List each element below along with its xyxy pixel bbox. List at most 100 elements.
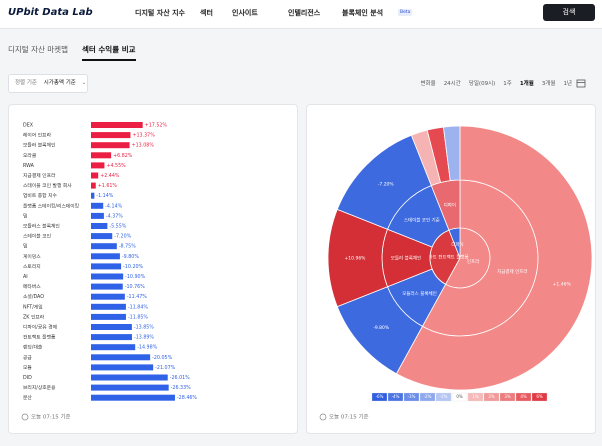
tab[interactable]: 디지털 자산 마켓맵 bbox=[8, 45, 68, 54]
segment-label: 스마트 컨트랙트 플랫폼 bbox=[424, 254, 468, 261]
category-label: 플랫폼 스테이킹/리스테이킹 bbox=[23, 202, 79, 209]
segment-label: 지급결제 인프라 bbox=[497, 268, 528, 275]
category-label: 밈 bbox=[23, 243, 27, 250]
value-label: -7.20% bbox=[114, 234, 131, 240]
category-label: DID bbox=[23, 375, 32, 381]
legend-swatch bbox=[467, 392, 484, 402]
nav-item[interactable]: 섹터 bbox=[200, 9, 213, 17]
legend-swatch bbox=[499, 392, 516, 402]
category-label: 오라클 bbox=[23, 152, 37, 159]
bar bbox=[91, 394, 175, 401]
value-label: +6.82% bbox=[113, 153, 133, 159]
legend-swatch bbox=[419, 392, 436, 402]
logo[interactable]: UPbit Data Lab bbox=[8, 7, 93, 18]
value-label: -11.84% bbox=[128, 304, 148, 310]
value-label: -20.05% bbox=[152, 355, 172, 361]
legend-label: -1% bbox=[440, 394, 448, 399]
nav-item[interactable]: 인사이트 bbox=[232, 9, 258, 17]
value-label: -14.98% bbox=[137, 345, 157, 351]
calendar-frame bbox=[576, 79, 586, 88]
bar bbox=[91, 142, 130, 149]
category-label: 모듈 bbox=[23, 365, 32, 371]
category-label: 스테이블 코인 bbox=[23, 233, 51, 240]
period-option[interactable]: 1개월 bbox=[519, 81, 534, 87]
legend-swatch bbox=[483, 392, 500, 402]
period-option[interactable]: 24시간 bbox=[443, 81, 461, 87]
category-label: 스테이블 코인 발행 회사 bbox=[23, 182, 72, 189]
period-option[interactable]: 1년 bbox=[563, 81, 572, 87]
value-label: -26.01% bbox=[170, 375, 190, 381]
category-label: 레이어 인프라 bbox=[23, 132, 52, 139]
category-label: 업비트 종합 지수 bbox=[23, 192, 58, 199]
dropdown-icon: ⌄ bbox=[81, 80, 87, 86]
category-label: ZK 인프라 bbox=[23, 313, 45, 320]
value-label: -13.89% bbox=[134, 335, 154, 341]
value-label: +2.44% bbox=[100, 173, 120, 179]
value-label: -4.37% bbox=[106, 213, 123, 219]
nav-item[interactable]: 인텔리전스 bbox=[288, 9, 321, 17]
bar bbox=[91, 152, 112, 159]
header: UPbit Data Lab 디지털 자산 지수 섹터 인사이트 인텔리전스 블록체인 … bbox=[0, 0, 602, 29]
value-label: -28.46% bbox=[177, 395, 197, 401]
legend-swatch bbox=[515, 392, 532, 402]
category-label: 게이밍스 bbox=[23, 253, 41, 260]
legend-label: -3% bbox=[408, 394, 416, 399]
legend-swatch bbox=[435, 392, 452, 402]
segment-label: 모듈러스 블록체인 bbox=[402, 290, 437, 297]
value-label: -21.07% bbox=[155, 365, 175, 371]
legend-label: 2% bbox=[488, 394, 495, 399]
legend-label: 0% bbox=[456, 394, 463, 399]
bar bbox=[91, 354, 151, 361]
value-label: -5.55% bbox=[109, 224, 126, 230]
category-label: 공급 bbox=[23, 355, 32, 361]
value-label: -10.20% bbox=[123, 264, 143, 270]
period-option[interactable]: 3개월 bbox=[541, 81, 556, 87]
bar bbox=[91, 172, 99, 179]
period-option[interactable]: 당일(09시) bbox=[468, 81, 496, 87]
category-label: 스토리지 bbox=[23, 263, 41, 270]
sunburst-segment bbox=[395, 125, 593, 391]
segment-label: +1.46% bbox=[553, 282, 572, 288]
bar bbox=[91, 202, 104, 209]
nav-item[interactable]: 디지털 자산 지수 bbox=[135, 9, 185, 17]
period-selector: 변화율 24시간 당일(09시) 1주 1개월 3개월 1년 bbox=[421, 79, 573, 87]
tab[interactable]: 섹터 수익률 비교 bbox=[82, 44, 136, 61]
legend-label: -2% bbox=[424, 394, 432, 399]
nav-item[interactable]: 블록체인 분석 bbox=[342, 9, 384, 17]
value-label: +1.61% bbox=[98, 183, 118, 189]
category-label: NFT/게임 bbox=[23, 303, 43, 310]
category-label: 컨트랙트 플랫폼 bbox=[23, 334, 56, 341]
filter-value: 시가총액 기준 bbox=[43, 80, 76, 86]
value-label: -26.33% bbox=[171, 385, 191, 391]
value-label: +4.55% bbox=[106, 163, 126, 169]
segment-label: 인프라 bbox=[467, 258, 480, 265]
bar bbox=[91, 192, 95, 199]
period-option[interactable]: 1주 bbox=[503, 81, 512, 87]
legend-swatch bbox=[451, 392, 468, 402]
value-label: -4.14% bbox=[105, 203, 122, 209]
category-label: 밈 bbox=[23, 212, 27, 219]
bar-panel: DEX +17.52% 레이어 인프라 +13.37% 모듈러 블록체인 +13.08% 오… bbox=[8, 104, 298, 434]
legend-swatch bbox=[403, 392, 420, 402]
category-label: RWA bbox=[23, 163, 35, 169]
value-label: -11.47% bbox=[127, 294, 147, 300]
bar bbox=[91, 334, 132, 341]
clock-icon bbox=[21, 413, 29, 421]
bar bbox=[91, 162, 105, 169]
category-label: DEX bbox=[23, 123, 34, 129]
bar bbox=[91, 243, 117, 250]
sort-filter[interactable]: 정렬 기준 시가총액 기준 ⌄ bbox=[8, 74, 88, 93]
category-label: 렌딩/대출 bbox=[23, 344, 43, 351]
filter-label: 정렬 기준 bbox=[15, 80, 37, 86]
bar bbox=[91, 212, 104, 219]
value-label: +13.37% bbox=[132, 133, 155, 139]
legend-swatch bbox=[531, 392, 548, 402]
segment-label: -9.80% bbox=[373, 325, 390, 331]
calendar-icon[interactable] bbox=[576, 78, 586, 88]
bar bbox=[91, 253, 120, 260]
bar bbox=[91, 273, 124, 280]
search-button[interactable]: 검색 bbox=[543, 4, 595, 21]
value-label: +13.08% bbox=[132, 143, 155, 149]
period-option[interactable]: 변화율 bbox=[420, 81, 436, 87]
sunburst-panel: 인프라 스마트 컨트랙트 플랫폼 디파이 지급결제 인프라 모듈러스 블록체인 모듈러 블… bbox=[306, 104, 596, 434]
